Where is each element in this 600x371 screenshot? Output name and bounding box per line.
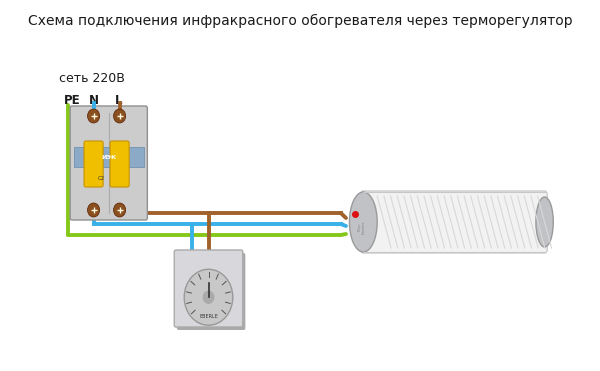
Ellipse shape xyxy=(349,192,377,252)
FancyBboxPatch shape xyxy=(70,106,148,220)
Text: сеть 220В: сеть 220В xyxy=(59,72,125,85)
Circle shape xyxy=(88,203,100,217)
FancyBboxPatch shape xyxy=(177,253,245,330)
Text: N: N xyxy=(89,94,99,107)
FancyBboxPatch shape xyxy=(174,250,243,327)
FancyBboxPatch shape xyxy=(84,141,103,187)
Circle shape xyxy=(203,291,214,303)
Text: EBERLE: EBERLE xyxy=(199,315,218,319)
Text: PE: PE xyxy=(64,94,81,107)
Circle shape xyxy=(88,109,100,123)
Ellipse shape xyxy=(536,197,553,247)
Circle shape xyxy=(113,203,125,217)
Text: C2: C2 xyxy=(98,175,106,181)
FancyBboxPatch shape xyxy=(74,147,144,167)
FancyBboxPatch shape xyxy=(361,191,547,253)
FancyBboxPatch shape xyxy=(110,141,129,187)
Text: ИЭК: ИЭК xyxy=(101,154,116,160)
Text: Схема подключения инфракрасного обогревателя через терморегулятор: Схема подключения инфракрасного обогрева… xyxy=(28,14,572,28)
Text: L: L xyxy=(115,94,123,107)
Text: Pion
heater: Pion heater xyxy=(357,220,366,234)
Circle shape xyxy=(184,269,233,325)
Circle shape xyxy=(113,109,125,123)
